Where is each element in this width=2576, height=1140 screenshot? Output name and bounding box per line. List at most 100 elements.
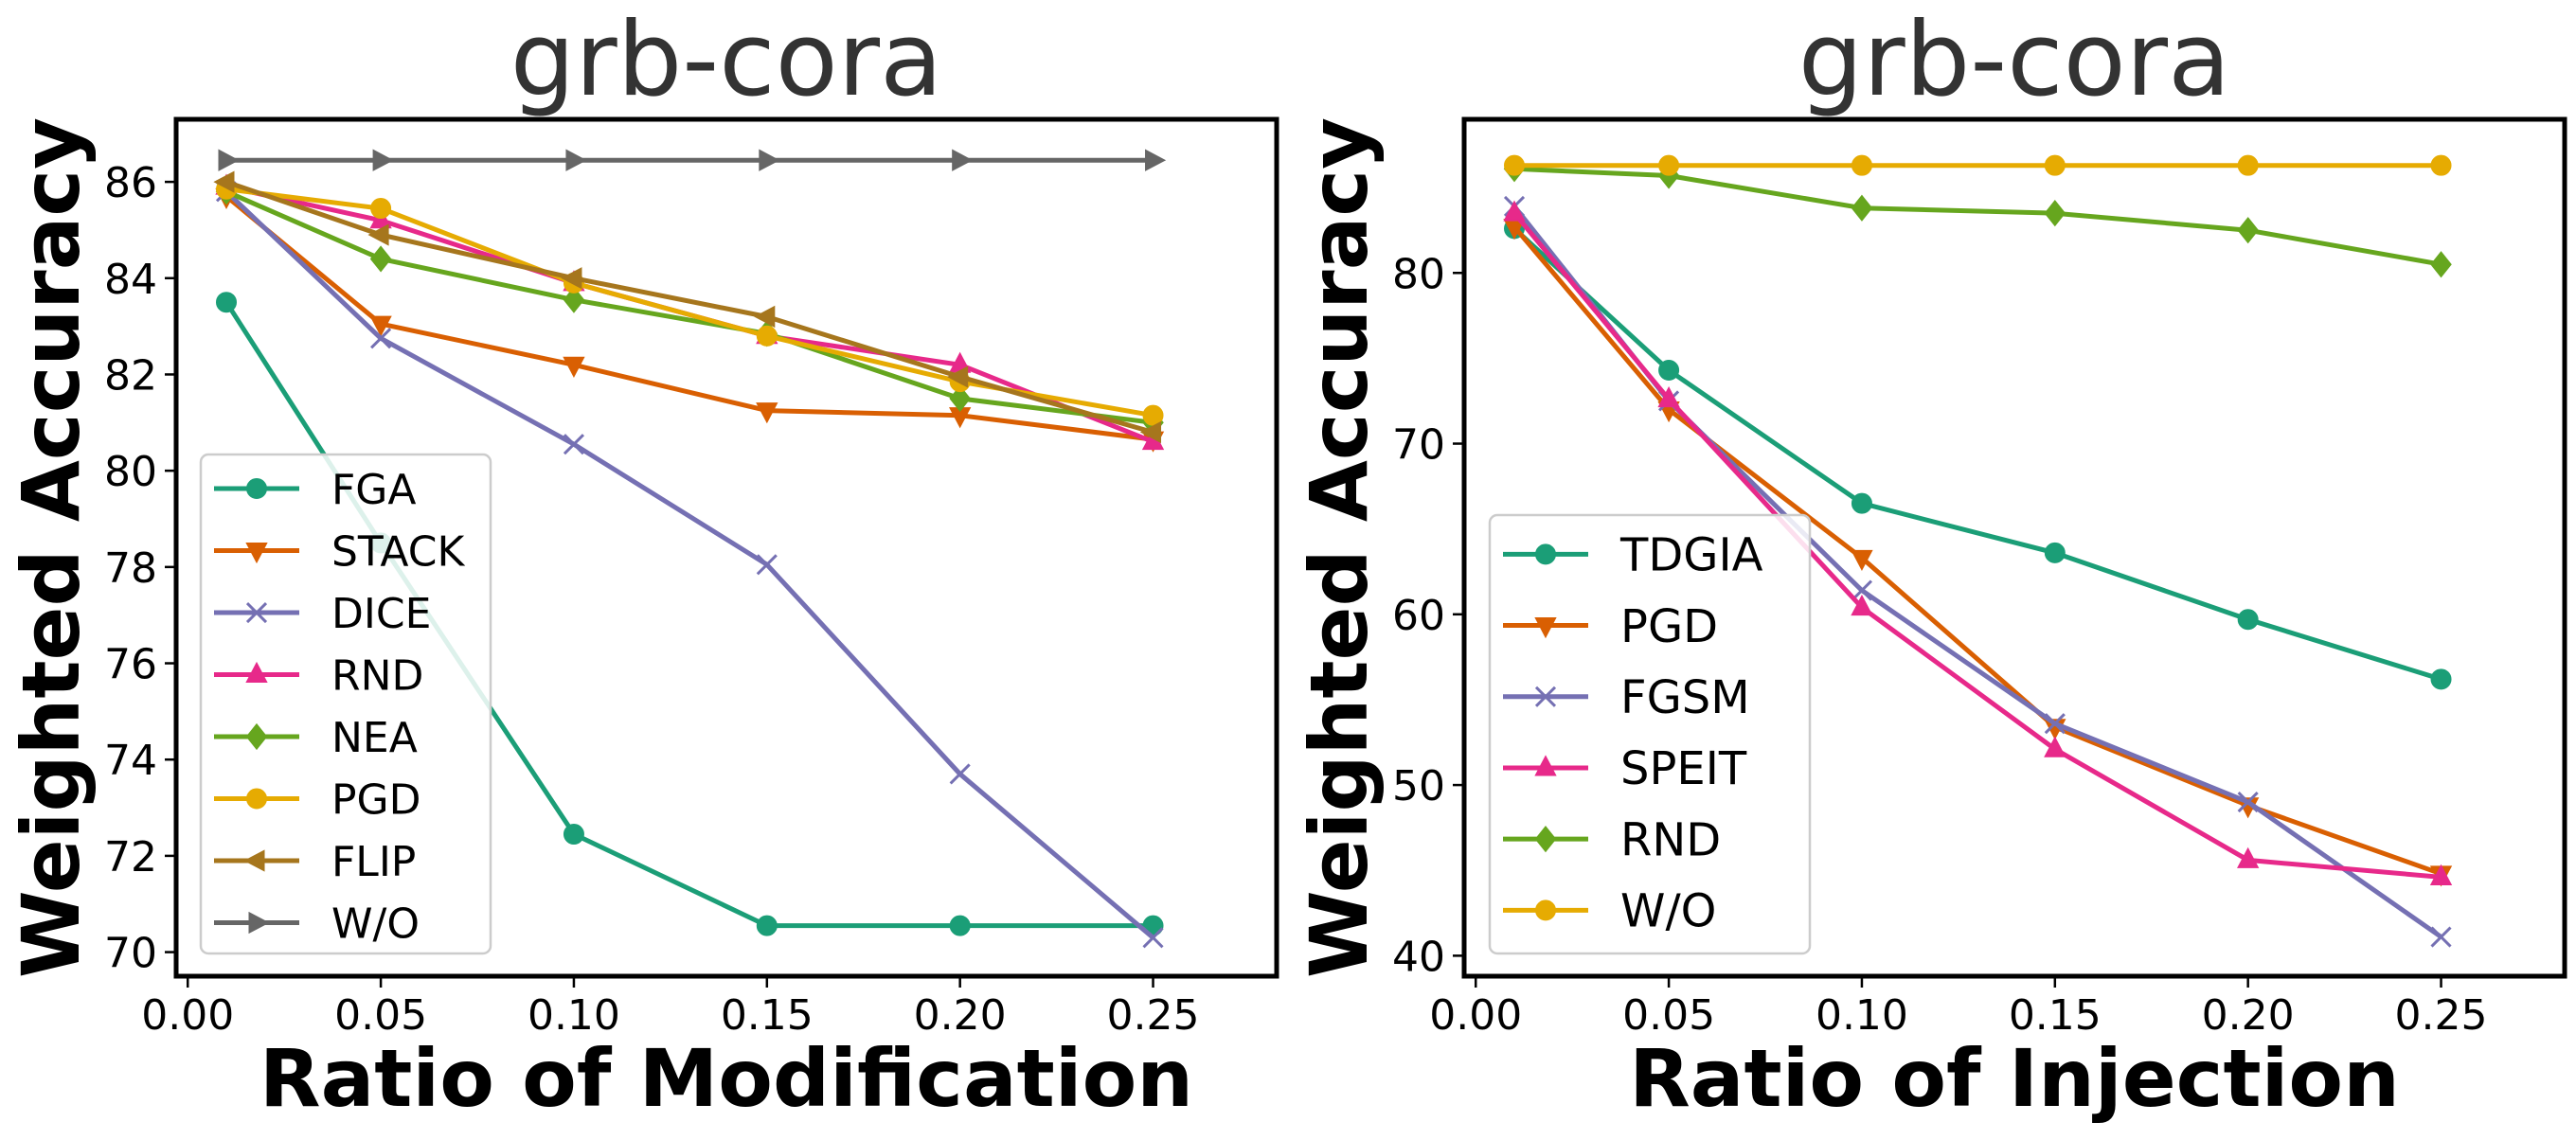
data-point	[370, 328, 392, 349]
y-tick-label: 80	[1392, 250, 1445, 298]
data-point	[756, 325, 778, 347]
series-rnd	[1503, 155, 2452, 278]
legend-label: FGSM	[1620, 671, 1750, 724]
x-tick-label: 0.00	[141, 991, 234, 1040]
y-tick-label: 70	[1392, 421, 1445, 470]
y-tick-label: 82	[104, 351, 157, 400]
y-tick-label: 60	[1392, 592, 1445, 640]
data-point	[1657, 386, 1680, 408]
x-tick-label: 0.20	[914, 991, 1007, 1040]
x-tick-label: 0.05	[1622, 991, 1715, 1040]
data-point	[1139, 420, 1162, 444]
series-line	[1513, 166, 2442, 267]
data-point	[561, 267, 582, 290]
x-axis-label: Ratio of Modification	[259, 1032, 1193, 1125]
y-tick-label: 76	[104, 641, 157, 689]
data-point	[2429, 864, 2453, 885]
data-point	[1851, 579, 1873, 601]
data-point	[563, 286, 585, 313]
plot-frame	[1461, 116, 2567, 979]
y-tick-label: 74	[104, 737, 157, 785]
series-line	[224, 189, 1155, 940]
data-point	[563, 356, 585, 378]
series-line	[224, 194, 1154, 442]
data-point	[1851, 594, 1873, 616]
series-line	[225, 189, 1154, 425]
legend-item: FLIP	[214, 838, 416, 886]
y-axis-ticks: 40 50 60 70 80	[1392, 250, 1464, 981]
data-point	[1504, 154, 1526, 176]
x-tick-label: 0.20	[2202, 991, 2295, 1040]
data-point	[1851, 549, 1873, 571]
series-w-o	[218, 149, 1167, 171]
legend-marker	[1534, 755, 1557, 776]
series-speit	[1503, 200, 2453, 885]
x-axis-ticks: 0.00 0.05 0.10 0.15 0.20 0.25	[141, 976, 1200, 1040]
legend: FGA STACK DICE RND NEA PGD FLIP W/O	[199, 453, 492, 955]
data-point	[754, 305, 776, 329]
y-tick-label: 50	[1392, 762, 1445, 810]
series-group	[1503, 154, 2453, 948]
legend-marker	[1534, 617, 1557, 639]
legend-box	[199, 453, 492, 955]
plot-frame	[173, 116, 1279, 979]
legend-marker	[245, 543, 268, 564]
x-tick-label: 0.15	[2009, 991, 2102, 1040]
series-flip	[213, 170, 1162, 444]
data-point	[1851, 154, 1872, 176]
data-point	[949, 763, 971, 785]
data-point	[2237, 217, 2259, 244]
x-tick-label: 0.00	[1429, 991, 1522, 1040]
legend-label: FLIP	[331, 838, 416, 886]
data-point	[1503, 200, 1526, 222]
data-point	[2044, 542, 2066, 563]
legend-item: FGSM	[1503, 671, 1750, 724]
data-point	[952, 149, 974, 171]
y-tick-label: 70	[104, 930, 157, 978]
y-tick-label: 84	[104, 256, 157, 304]
series-w-o	[1504, 154, 2452, 176]
legend-item: TDGIA	[1503, 529, 1763, 582]
legend-item: RND	[1503, 813, 1721, 866]
chart-panel-1: grb-cora Ratio of Modification Weighted Ac…	[5, 1, 1279, 1125]
x-axis-ticks: 0.00 0.05 0.10 0.15 0.20 0.25	[1429, 976, 2488, 1040]
data-point	[372, 149, 394, 171]
data-point	[2237, 154, 2259, 176]
x-tick-label: 0.15	[721, 991, 814, 1040]
data-point	[563, 824, 584, 846]
data-point	[213, 170, 235, 193]
data-point	[2044, 200, 2066, 227]
data-point	[2044, 713, 2066, 735]
legend-item: STACK	[214, 527, 465, 576]
y-axis-label: Weighted Accuracy	[1293, 117, 1386, 978]
data-point	[370, 198, 392, 220]
x-tick-label: 0.25	[1107, 991, 1200, 1040]
legend-label: RND	[331, 651, 423, 700]
legend-marker	[1534, 826, 1557, 853]
data-point	[369, 245, 392, 273]
legend-marker	[246, 478, 267, 500]
data-point	[949, 384, 971, 412]
y-axis-ticks: 70 72 74 76 78 80 82 84 86	[104, 159, 176, 978]
legend-label: FGA	[331, 466, 417, 514]
data-point	[218, 149, 240, 171]
chart-title: grb-cora	[1798, 1, 2231, 119]
data-point	[563, 434, 585, 455]
data-point	[1145, 149, 1167, 171]
data-point	[1142, 404, 1164, 426]
legend-label: TDGIA	[1619, 529, 1763, 582]
data-point	[367, 223, 389, 246]
x-tick-label: 0.10	[528, 991, 620, 1040]
legend-label: STACK	[331, 527, 465, 576]
legend-label: W/O	[1620, 885, 1716, 938]
data-point	[2430, 251, 2452, 278]
y-tick-label: 40	[1392, 933, 1445, 981]
data-point	[1658, 154, 1680, 176]
legend-item: RND	[214, 651, 423, 700]
data-point	[216, 292, 238, 313]
x-tick-label: 0.10	[1816, 991, 1908, 1040]
data-point	[756, 402, 778, 424]
data-point	[1142, 927, 1164, 949]
legend-marker	[245, 601, 268, 624]
